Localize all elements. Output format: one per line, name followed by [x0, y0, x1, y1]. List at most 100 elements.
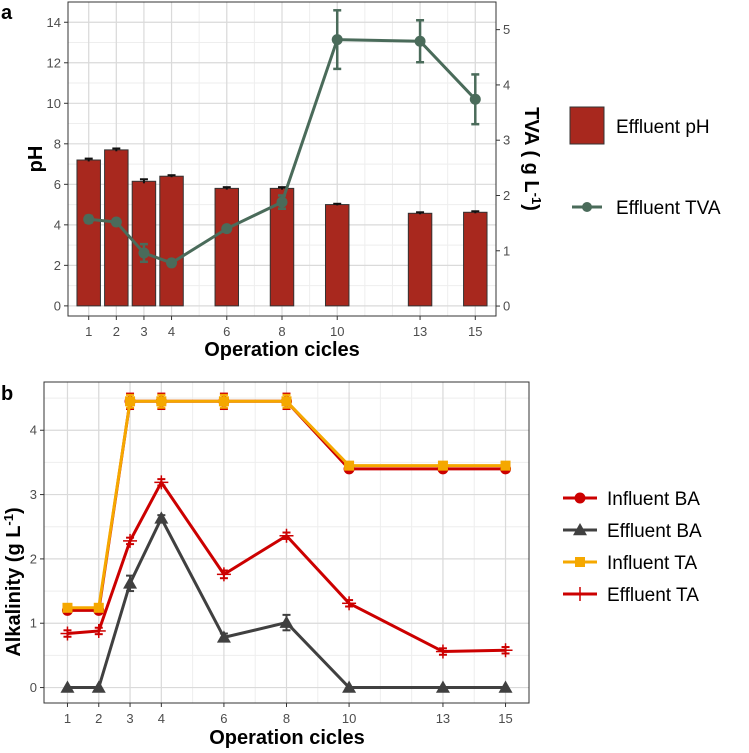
panel-b-y-ticks: 0 1 2 3 4 [30, 423, 44, 695]
legend-marker-influent-ta [575, 557, 585, 567]
legend-effluent-ph-label: Effluent pH [616, 117, 710, 138]
x-tick-label: 2 [113, 324, 120, 339]
panel-b-y-axis-title-end: ) [3, 507, 25, 514]
panel-b: b 0 1 2 3 4 1 2 3 4 6 8 10 13 15 Operation cicles Al… [1, 381, 702, 749]
point-effluent-ta [435, 644, 450, 659]
point-effluent-ta [154, 475, 169, 490]
panel-b-y-axis-title: Alkalinity (g L-1) [1, 507, 25, 656]
panel-a-y-axis-title-right-main: TVA ( g L [520, 107, 542, 193]
legend-item-effluent-ba: Effluent BA [563, 521, 702, 542]
panel-b-series [60, 392, 513, 693]
y-tick-label-right: 5 [503, 22, 510, 37]
y-tick-label-left: 14 [47, 15, 61, 30]
x-tick-label: 8 [283, 711, 290, 726]
point-influent-ta [93, 602, 104, 613]
point-effluent-tva [83, 213, 95, 225]
point-effluent-tva [276, 196, 288, 208]
point-influent-ta [437, 460, 448, 471]
bar-effluent-ph [159, 175, 184, 307]
point-influent-ta [156, 396, 167, 407]
point-effluent-ta [498, 643, 513, 658]
point-influent-ta [218, 396, 229, 407]
panel-b-y-axis-title-main: Alkalinity (g L [3, 526, 25, 657]
y-tick-label: 3 [30, 487, 37, 502]
panel-b-legend: Influent BA Effluent BA Influent TA Effluen… [563, 489, 702, 606]
panel-b-x-axis-title: Operation cicles [209, 727, 365, 749]
y-tick-label-right: 3 [503, 133, 510, 148]
panel-a-y-axis-title-right-sup: -1 [529, 193, 544, 205]
x-tick-label: 13 [413, 324, 427, 339]
x-tick-label: 4 [158, 711, 165, 726]
point-effluent-tva [414, 35, 426, 47]
y-tick-label-left: 8 [54, 136, 61, 151]
point-effluent-tva [221, 223, 233, 235]
x-tick-label: 15 [498, 711, 512, 726]
bar-effluent-ph [324, 204, 350, 307]
y-tick-label-left: 2 [54, 258, 61, 273]
legend-label-effluent-ba: Effluent BA [607, 521, 702, 542]
series-effluent-ta [60, 475, 513, 659]
panel-a-y-ticks-right: 0 1 2 3 4 5 [496, 22, 510, 314]
x-tick-label: 4 [168, 324, 175, 339]
y-tick-label-right: 1 [503, 243, 510, 258]
point-influent-ta [125, 396, 136, 407]
point-influent-ta [500, 460, 511, 471]
x-tick-label: 2 [95, 711, 102, 726]
point-effluent-ta [60, 626, 75, 641]
y-tick-label-left: 12 [47, 55, 61, 70]
point-effluent-ba [435, 680, 450, 693]
x-tick-label: 6 [220, 711, 227, 726]
point-effluent-ba [91, 680, 106, 693]
point-effluent-ba [216, 630, 231, 643]
y-tick-label-right: 4 [503, 77, 510, 92]
panel-a-y-axis-title-left: pH [25, 146, 47, 173]
panel-a-bars [76, 147, 488, 307]
panel-a-y-ticks-left: 0 2 4 6 8 10 12 14 [47, 15, 68, 313]
y-tick-label-left: 4 [54, 217, 61, 232]
x-tick-label: 13 [436, 711, 450, 726]
legend-label-effluent-ta: Effluent TA [607, 585, 699, 606]
point-effluent-tva [469, 93, 481, 105]
legend-marker-influent-ba [574, 492, 586, 504]
point-effluent-ta [216, 567, 231, 582]
x-tick-label: 6 [223, 324, 230, 339]
legend-item-influent-ta: Influent TA [563, 553, 697, 574]
panel-a-y-axis-title-right-end: ) [520, 204, 542, 211]
x-tick-label: 1 [85, 324, 92, 339]
legend-label-influent-ba: Influent BA [607, 489, 700, 510]
point-influent-ta [344, 460, 355, 471]
point-influent-ta [62, 602, 73, 613]
legend-item-influent-ba: Influent BA [563, 489, 700, 510]
panel-a-legend: Effluent pH Effluent TVA [569, 106, 721, 219]
bar-effluent-ph [104, 149, 129, 307]
legend-marker-effluent-ba [573, 523, 587, 536]
panel-b-x-ticks: 1 2 3 4 6 8 10 13 15 [64, 703, 513, 726]
y-tick-label-left: 10 [47, 96, 61, 111]
point-effluent-tva [331, 34, 343, 46]
bar-effluent-ph [463, 211, 488, 307]
y-tick-label-right: 2 [503, 188, 510, 203]
y-tick-label: 4 [30, 423, 37, 438]
point-effluent-ba [60, 680, 75, 693]
series-effluent-ba [60, 511, 513, 693]
y-tick-label-left: 0 [54, 298, 61, 313]
y-tick-label-left: 6 [54, 177, 61, 192]
panel-a-tva-line [83, 9, 481, 269]
series-influent-ta [62, 393, 511, 613]
point-influent-ta [281, 396, 292, 407]
y-tick-label: 2 [30, 551, 37, 566]
x-tick-label: 10 [342, 711, 356, 726]
x-tick-label: 3 [140, 324, 147, 339]
panel-a-x-ticks: 1 2 3 4 6 8 10 13 15 [85, 316, 483, 339]
point-effluent-ba [154, 511, 169, 524]
bar-effluent-ph [76, 159, 101, 307]
x-tick-label: 10 [330, 324, 344, 339]
point-effluent-ba [498, 680, 513, 693]
y-tick-label-right: 0 [503, 299, 510, 314]
point-effluent-ta [123, 533, 138, 548]
x-tick-label: 3 [126, 711, 133, 726]
bar-effluent-ph [214, 187, 240, 307]
legend-item-effluent-ta: Effluent TA [563, 585, 699, 606]
